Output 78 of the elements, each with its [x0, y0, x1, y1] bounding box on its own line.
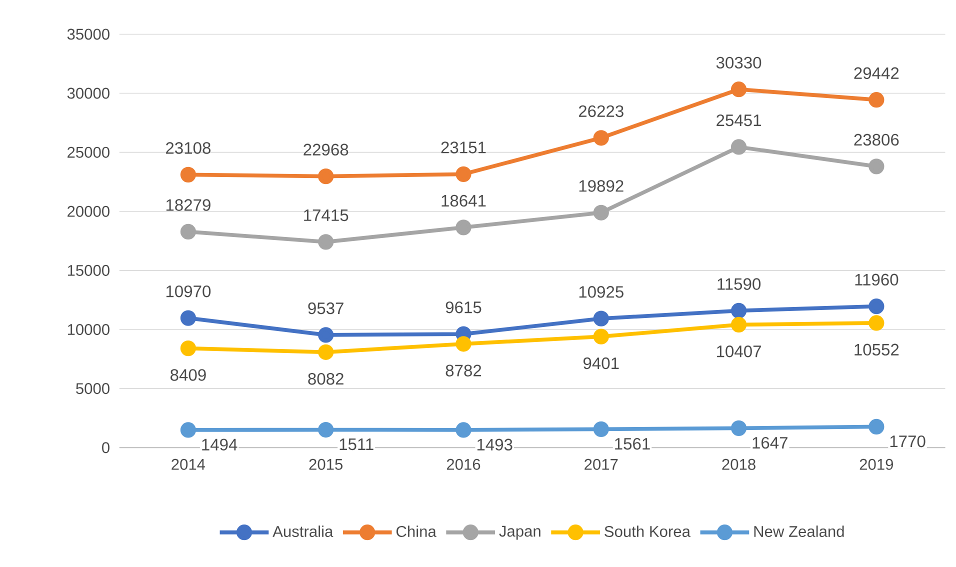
point	[593, 130, 609, 146]
data-label: 1511	[340, 438, 374, 450]
data-label: 8409	[170, 369, 206, 381]
data-label: 30330	[716, 56, 762, 69]
point	[730, 420, 747, 436]
data-label: 11960	[855, 274, 898, 286]
x-tick-label: 2015	[309, 458, 343, 470]
y-tick-label: 25000	[68, 146, 110, 158]
y-tick-label: 35000	[67, 28, 110, 40]
point	[318, 344, 334, 360]
x-tick-label: 2016	[446, 458, 480, 470]
data-label: 9615	[446, 302, 482, 314]
point	[868, 298, 884, 314]
point	[456, 220, 472, 236]
point	[180, 166, 196, 183]
data-label: 29442	[854, 67, 899, 80]
data-label: 18641	[442, 194, 486, 207]
legend-label: South Korea	[604, 526, 690, 538]
point	[180, 310, 196, 326]
data-label: 22968	[304, 144, 348, 156]
data-label: 8782	[446, 364, 482, 377]
data-label: 23806	[854, 134, 899, 146]
data-label: 19892	[579, 180, 624, 192]
data-label: 1647	[752, 437, 788, 449]
legend-label: New Zealand	[754, 526, 844, 538]
x-tick-label: 2014	[172, 458, 206, 470]
point	[318, 234, 334, 250]
point	[730, 302, 747, 319]
point	[318, 168, 334, 184]
y-tick-label: 30000	[67, 88, 110, 99]
data-label: 9401	[584, 357, 619, 370]
point	[456, 336, 472, 352]
data-label: 23151	[441, 142, 486, 154]
data-label: 10552	[854, 344, 899, 356]
point	[730, 316, 747, 333]
point	[180, 340, 196, 356]
point	[593, 328, 609, 344]
data-label: 18279	[166, 199, 210, 211]
y-tick-label: 0	[102, 442, 110, 454]
point	[868, 92, 884, 108]
data-label: 1561	[615, 438, 650, 450]
point	[593, 310, 609, 326]
x-tick-label: 2017	[584, 458, 618, 470]
data-label: 23108	[166, 142, 210, 154]
data-label: 10407	[717, 346, 761, 358]
point	[730, 82, 747, 98]
data-label: 1770	[890, 436, 926, 448]
point	[593, 421, 609, 438]
y-tick-label: 20000	[68, 206, 110, 217]
point	[868, 418, 884, 435]
data-label: 1494	[202, 438, 238, 451]
point	[868, 158, 884, 174]
legend-label: Australia	[272, 526, 334, 538]
x-tick-label: 2019	[860, 458, 894, 470]
y-tick-label: 10000	[68, 324, 110, 336]
data-label: 10970	[166, 286, 211, 298]
data-label: 25451	[716, 114, 761, 126]
point	[318, 422, 334, 438]
y-tick-label: 5000	[76, 383, 110, 394]
data-label: 17415	[304, 210, 348, 222]
point	[868, 315, 884, 331]
point	[593, 204, 609, 221]
data-label: 10925	[579, 286, 624, 298]
legend-label: Japan	[499, 526, 540, 540]
data-label: 11590	[718, 278, 761, 290]
data-label: 26223	[578, 105, 624, 118]
data-label: 1493	[477, 438, 512, 451]
point	[456, 422, 472, 438]
x-tick-label: 2018	[722, 458, 756, 470]
point	[730, 139, 747, 155]
data-label: 9537	[308, 302, 344, 314]
data-label: 8082	[308, 373, 344, 385]
y-tick-label: 15000	[68, 264, 110, 276]
point	[180, 422, 196, 438]
point	[318, 327, 334, 343]
legend-label: China	[396, 526, 436, 538]
point	[180, 224, 196, 240]
point	[456, 166, 472, 182]
